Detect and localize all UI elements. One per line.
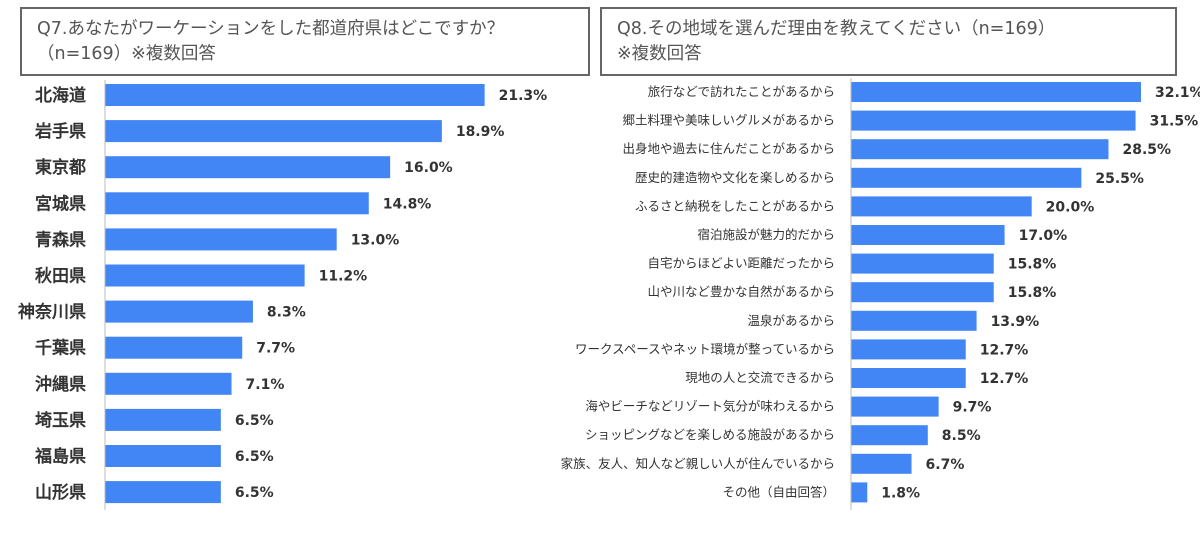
category-label: 山や川など豊かな自然があるから: [647, 284, 835, 299]
data-label: 12.7%: [980, 342, 1029, 358]
category-label: 秋田県: [35, 266, 86, 287]
bar: [105, 120, 442, 143]
bar: [851, 482, 868, 503]
data-label: 28.5%: [1122, 142, 1171, 158]
q7-bar-chart: 北海道 21.3% 岩手県 18.9% 東京都 16.0% 宮城県 14.8% 青森県 13.0%…: [18, 80, 548, 510]
data-label: 32.1%: [1155, 85, 1200, 101]
bar: [105, 264, 305, 287]
bar: [851, 253, 994, 274]
data-label: 16.0%: [404, 160, 453, 176]
bar: [851, 167, 1082, 188]
category-label: 東京都: [35, 157, 86, 178]
category-label: 埼玉県: [35, 410, 86, 431]
data-label: 1.8%: [881, 485, 920, 501]
bar: [105, 300, 253, 323]
category-label: 現地の人と交流できるから: [685, 370, 835, 385]
bar: [851, 453, 912, 474]
bar: [105, 481, 221, 504]
q8-question-line1: Q8.その地域を選んだ理由を教えてください（n=169）: [617, 19, 1056, 39]
category-label: 海やビーチなどリゾート気分が味わえるから: [585, 399, 835, 414]
bar: [105, 372, 232, 395]
data-label: 8.5%: [942, 428, 981, 444]
category-label: 千葉県: [35, 338, 86, 359]
category-label: 福島県: [34, 446, 86, 467]
data-label: 17.0%: [1019, 228, 1068, 244]
q7-question-box: Q7.あなたがワーケーションをした都道府県はどこですか？ （n=169）※複数回…: [20, 7, 590, 76]
data-label: 6.7%: [926, 457, 965, 473]
bar: [851, 339, 966, 360]
data-label: 31.5%: [1150, 114, 1199, 130]
bar: [851, 396, 939, 417]
category-label: 神奈川県: [18, 302, 86, 323]
bar: [851, 139, 1109, 160]
category-label: 北海道: [35, 85, 86, 106]
bar: [105, 445, 221, 467]
bar: [851, 282, 994, 303]
category-label: 温泉があるから: [747, 313, 835, 328]
bar: [105, 84, 485, 106]
data-label: 25.5%: [1095, 171, 1144, 187]
data-label: 6.5%: [235, 449, 274, 465]
bar: [105, 228, 337, 251]
data-label: 12.7%: [980, 371, 1029, 387]
bar: [105, 408, 221, 431]
category-label: 歴史的建造物や文化を楽しめるから: [635, 170, 835, 185]
data-label: 21.3%: [499, 88, 548, 104]
data-label: 13.0%: [351, 232, 400, 248]
category-label: 郷土料理や美味しいグルメがあるから: [622, 113, 835, 128]
category-label: 岩手県: [34, 121, 86, 142]
category-label: ワークスペースやネット環境が整っているから: [575, 341, 835, 356]
data-label: 6.5%: [235, 485, 274, 501]
data-label: 7.7%: [256, 341, 295, 357]
data-label: 7.1%: [246, 377, 285, 393]
category-label: ふるさと納税をしたことがあるから: [635, 198, 835, 213]
bar: [851, 110, 1136, 131]
q8-question-box: Q8.その地域を選んだ理由を教えてください（n=169） ※複数回答: [600, 7, 1177, 76]
data-label: 13.9%: [991, 314, 1040, 330]
category-label: 青森県: [35, 229, 86, 250]
data-label: 15.8%: [1008, 257, 1057, 273]
category-label: 宮城県: [35, 193, 86, 214]
category-label: 家族、友人、知人など親しい人が住んでいるから: [561, 456, 835, 471]
bar: [851, 196, 1032, 217]
bar: [105, 192, 369, 215]
bar: [851, 310, 977, 331]
data-label: 14.8%: [383, 196, 432, 212]
q7-question-line2: （n=169）※複数回答: [37, 44, 216, 64]
category-label: 沖縄県: [35, 374, 86, 395]
bar: [851, 82, 1141, 102]
category-label: 旅行などで訪れたことがあるから: [648, 84, 835, 99]
data-label: 11.2%: [319, 269, 368, 285]
data-label: 18.9%: [456, 124, 505, 140]
bar: [851, 368, 966, 388]
category-label: 出身地や過去に住んだことがあるから: [622, 141, 835, 156]
bar: [105, 156, 391, 179]
category-label: ショッピングなどを楽しめる施設があるから: [585, 427, 835, 442]
category-label: 自宅からほどよい距離だったから: [647, 256, 835, 271]
data-label: 8.3%: [267, 305, 306, 321]
bar: [851, 225, 1005, 245]
bar: [105, 336, 243, 359]
data-label: 9.7%: [953, 400, 992, 416]
category-label: 山形県: [35, 482, 86, 503]
category-label: その他（自由回答）: [722, 484, 835, 499]
category-label: 宿泊施設が魅力的だから: [697, 227, 835, 242]
data-label: 15.8%: [1008, 285, 1057, 301]
data-label: 20.0%: [1046, 199, 1095, 215]
bar: [851, 425, 928, 446]
q8-question-line2: ※複数回答: [617, 44, 702, 64]
data-label: 6.5%: [235, 413, 274, 429]
q7-question-line1: Q7.あなたがワーケーションをした都道府県はどこですか？: [37, 19, 505, 39]
